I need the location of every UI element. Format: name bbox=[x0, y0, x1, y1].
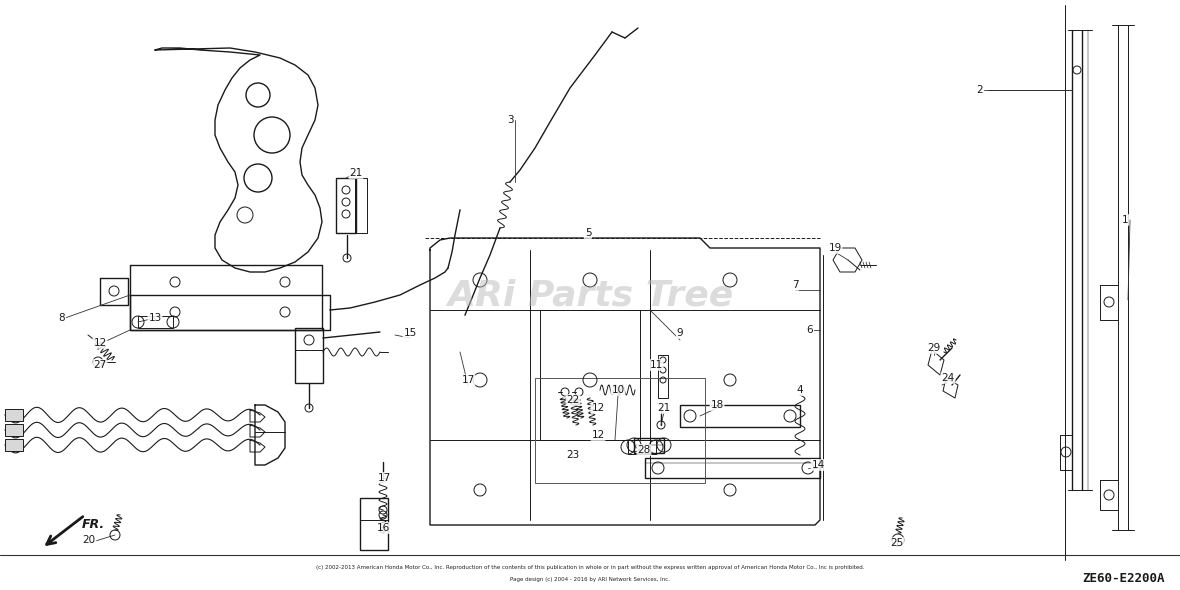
Bar bbox=[5, 409, 22, 421]
Text: 22: 22 bbox=[566, 395, 579, 405]
Text: 6: 6 bbox=[807, 325, 813, 335]
Bar bbox=[540, 310, 640, 440]
Text: 11: 11 bbox=[649, 360, 663, 370]
Text: 21: 21 bbox=[349, 168, 362, 178]
Text: ARi Parts Tree: ARi Parts Tree bbox=[447, 278, 733, 312]
Bar bbox=[5, 424, 22, 436]
Text: 4: 4 bbox=[796, 385, 804, 395]
Bar bbox=[634, 438, 664, 453]
Text: 27: 27 bbox=[93, 360, 106, 370]
Text: 12: 12 bbox=[591, 430, 604, 440]
Bar bbox=[336, 178, 356, 233]
Text: ZE60-E2200A: ZE60-E2200A bbox=[1082, 572, 1165, 585]
Bar bbox=[355, 178, 367, 233]
Text: FR.: FR. bbox=[81, 518, 105, 531]
Text: 17: 17 bbox=[461, 375, 474, 385]
Bar bbox=[138, 316, 173, 328]
Text: 29: 29 bbox=[927, 343, 940, 353]
Text: 15: 15 bbox=[404, 328, 417, 338]
Text: (c) 2002-2013 American Honda Motor Co., Inc. Reproduction of the contents of thi: (c) 2002-2013 American Honda Motor Co., … bbox=[316, 565, 864, 569]
Text: 23: 23 bbox=[566, 450, 579, 460]
Bar bbox=[680, 405, 800, 427]
Text: 2: 2 bbox=[977, 85, 983, 95]
Text: 12: 12 bbox=[591, 403, 604, 413]
Bar bbox=[295, 328, 323, 383]
Text: Page design (c) 2004 - 2016 by ARI Network Services, Inc.: Page design (c) 2004 - 2016 by ARI Netwo… bbox=[510, 578, 670, 582]
Text: 10: 10 bbox=[611, 385, 624, 395]
Text: 12: 12 bbox=[93, 338, 106, 348]
Text: 13: 13 bbox=[149, 313, 162, 323]
Text: 14: 14 bbox=[812, 460, 825, 470]
Bar bbox=[535, 378, 704, 483]
Bar bbox=[360, 498, 388, 550]
Text: 28: 28 bbox=[637, 445, 650, 455]
Text: 19: 19 bbox=[828, 243, 841, 253]
Text: 20: 20 bbox=[83, 535, 96, 545]
Text: 24: 24 bbox=[942, 373, 955, 383]
Text: 7: 7 bbox=[792, 280, 799, 290]
Text: 1: 1 bbox=[1122, 215, 1128, 225]
Bar bbox=[5, 439, 22, 451]
Text: 18: 18 bbox=[710, 400, 723, 410]
Bar bbox=[628, 440, 656, 454]
Text: 17: 17 bbox=[378, 473, 391, 483]
Text: 9: 9 bbox=[676, 328, 683, 338]
Text: 8: 8 bbox=[59, 313, 65, 323]
Bar bbox=[645, 458, 820, 478]
Text: 25: 25 bbox=[891, 538, 904, 548]
Text: 16: 16 bbox=[376, 523, 389, 533]
Text: 5: 5 bbox=[584, 228, 591, 238]
Text: 21: 21 bbox=[657, 403, 670, 413]
Text: 3: 3 bbox=[506, 115, 513, 125]
